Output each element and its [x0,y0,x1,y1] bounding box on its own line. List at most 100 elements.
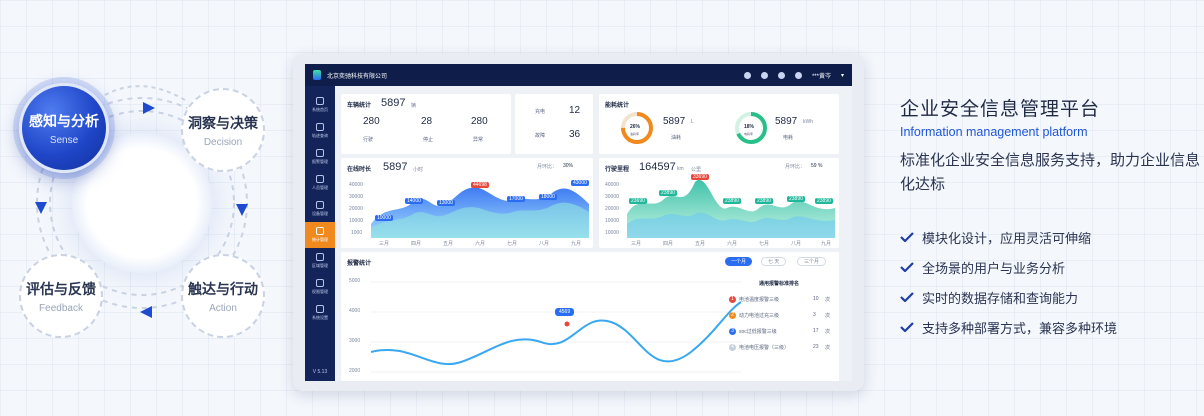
list-item[interactable]: 2 动力电池过充三级 3 次 [729,310,835,326]
card-title: 报警统计 [347,261,372,267]
data-label: 23890 [815,198,833,204]
node-sublabel: Sense [49,134,79,146]
chevron-down-icon[interactable]: ▾ [840,72,844,79]
online-hours-card: 在线时长 5897 小时 月环比： 30% 40000 30000 20000 … [341,158,593,248]
x-tick: 五月 [695,241,706,247]
y-tick: 2000 [349,368,361,374]
mileage-ratio: 59 % [811,163,823,169]
arrow-down-left [35,202,47,214]
sidebar-item-home[interactable]: 系统首页 [305,92,335,118]
avatar[interactable] [794,71,802,79]
power-unit: kWh [803,119,813,125]
vehicle-unit: 辆 [411,103,417,109]
document-icon[interactable] [760,71,768,79]
x-tick: 七月 [507,241,518,247]
list-item: 模块化设计，应用灵活可伸缩 [900,222,1117,252]
chart-icon [316,227,324,235]
sidebar-item-area[interactable]: 区域管理 [305,248,335,274]
rank-count: 17 [813,328,819,334]
sidebar-item-stats[interactable]: 统计管理 [305,222,335,248]
tab-three-months[interactable]: 三个月 [797,257,827,266]
charging-value: 12 [569,105,581,116]
mileage-card: 行驶里程 164597 km 公里 月环比： 59 % 40000 30000 … [599,158,839,248]
check-icon [900,292,914,302]
sidebar-item-track[interactable]: 轨迹查询 [305,118,335,144]
sidebar-item-people[interactable]: 人员管理 [305,170,335,196]
data-label: 43000 [571,180,589,186]
sidebar-item-permission[interactable]: 权限管理 [305,274,335,300]
node-label: 感知与分析 [29,112,99,129]
gear-icon [316,305,324,313]
sidebar-item-settings[interactable]: 系统设置 [305,300,335,326]
notification-icon[interactable] [743,71,751,79]
people-icon [316,175,324,183]
power-gauge-label: 电耗率 [744,132,754,136]
fault-value: 36 [569,129,581,140]
data-label: 10000 [375,215,393,221]
power-tag: 电耗 [783,135,794,141]
data-label: 23890 [659,190,677,196]
user-name[interactable]: ***黄岑 [811,73,831,80]
y-tick: 30000 [605,194,619,200]
online-value: 5897 [383,161,408,173]
y-tick: 30000 [349,194,363,200]
charging-label: 充电 [535,109,546,115]
x-tick: 五月 [443,241,454,247]
online-area-chart [371,187,589,238]
y-tick: 20000 [349,206,363,212]
feature-text: 实时的数据存储和查询能力 [922,290,1079,306]
x-tick: 六月 [475,241,486,247]
rank-unit: 次 [825,313,831,319]
alarm-peak-label: 4569 [555,308,575,316]
tab-one-month[interactable]: 一个月 [725,257,753,266]
vehicle-abnormal: 280 [471,116,488,127]
x-tick: 九月 [821,241,832,247]
list-item[interactable]: 1 电池温度报警三级 10 次 [729,294,835,310]
shirt-icon[interactable] [777,71,785,79]
list-item: 全场景的用户与业务分析 [900,252,1117,282]
sidebar-item-alarm[interactable]: 报警管理 [305,144,335,170]
sidebar-item-device[interactable]: 设备管理 [305,196,335,222]
fuel-gauge [621,112,653,144]
node-action: 触达与行动 Action [181,254,265,338]
sidebar-label: 权限管理 [312,289,328,294]
fuel-tag: 油耗 [671,135,682,141]
alarm-card: 报警统计 一个月 七 天 三个月 5000 4000 3000 2000 456… [341,252,839,381]
sidebar-label: 系统首页 [312,107,328,112]
rank-unit: 次 [825,345,831,351]
list-item: 实时的数据存储和查询能力 [900,282,1117,312]
y-tick: 20000 [605,206,619,212]
data-label: 18000 [539,194,557,200]
sidebar-label: 设备管理 [312,211,328,216]
feature-text: 模块化设计，应用灵活可伸缩 [922,230,1092,246]
node-label: 触达与行动 [188,280,258,297]
fault-label: 故障 [535,133,546,139]
power-value: 5897 [775,116,798,127]
card-title: 能耗统计 [605,103,630,109]
rank-name: soc过低报警三级 [739,329,777,335]
data-label: 13000 [437,200,455,206]
mileage-unit: km [677,166,684,172]
node-sublabel: Action [209,302,237,314]
vehicle-stats-card: 车辆统计 5897 辆 280 28 280 行驶 停止 异常 [341,94,511,154]
data-label: 23890 [723,198,741,204]
x-tick: 三月 [631,241,642,247]
page-subtitle: Information management platform [900,125,1088,139]
y-tick: 3000 [349,338,361,344]
area-icon [316,253,324,261]
y-tick: 10000 [349,218,363,224]
company-name: 北京奕驰科技有限公司 [327,73,388,80]
rank-count: 3 [813,312,816,318]
list-item[interactable]: 4 电池电压报警（三级） 23 次 [729,342,835,358]
x-tick: 六月 [727,241,738,247]
card-title: 行驶里程 [605,167,630,173]
alarm-rank-panel: 通用报警标准排名 1 电池温度报警三级 10 次 2 动力电池过充三级 3 次 [729,280,835,378]
dashboard-screen: 北京奕驰科技有限公司 ***黄岑 ▾ 系统首页 轨迹查询 报警管理 人员管理 设… [305,64,852,381]
abnormal-label: 异常 [473,137,484,143]
sidebar-label: 轨迹查询 [312,133,328,138]
x-tick: 七月 [759,241,770,247]
list-item[interactable]: 3 soc过低报警三级 17 次 [729,326,835,342]
tab-seven-days[interactable]: 七 天 [761,257,787,266]
mileage-area-chart [627,179,835,238]
charge-card: 充电 12 故障 36 [515,94,593,154]
